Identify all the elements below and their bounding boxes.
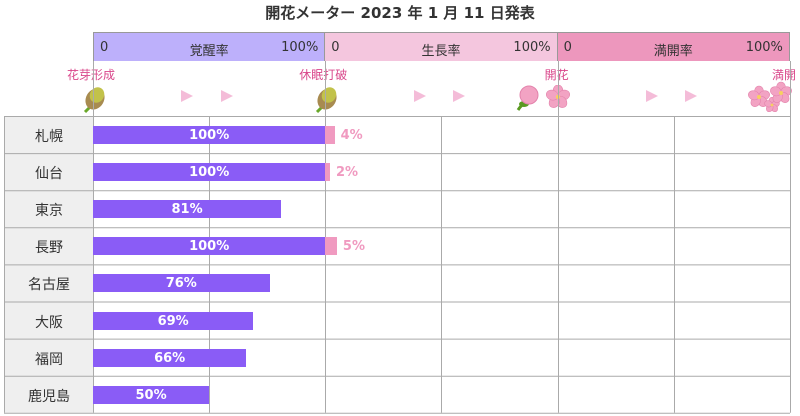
- arrow-icon: [453, 90, 466, 102]
- phase-start-label: 0: [331, 40, 340, 55]
- phase-header-2: 0 生長率 100%: [325, 32, 558, 61]
- phase-name: 生長率: [421, 44, 461, 59]
- phase-name: 覚醒率: [189, 44, 229, 59]
- wake-value-label: 100%: [189, 239, 230, 255]
- phase-end-label: 100%: [513, 40, 551, 55]
- arrow-icon: [181, 90, 194, 102]
- wake-bar: [93, 126, 326, 144]
- phase-header-3: 0 満開率 100%: [557, 32, 790, 61]
- wake-bar: [93, 237, 326, 256]
- arrow-icon: [645, 90, 658, 102]
- wake-bar: [93, 385, 210, 404]
- phase-header-1: 0 覚醒率 100%: [93, 32, 326, 61]
- growth-value-label: 2%: [335, 165, 359, 181]
- wake-value-label: 66%: [154, 350, 186, 366]
- arrow-icon: [685, 90, 698, 102]
- category-label: 福岡: [35, 351, 63, 368]
- stage-label: 休眠打破: [299, 68, 348, 82]
- stage-label: 開花: [544, 68, 569, 82]
- wake-bar: [93, 311, 254, 330]
- category-label: 名古屋: [28, 277, 70, 294]
- phase-start-label: 0: [563, 40, 572, 55]
- wake-value-label: 100%: [189, 128, 230, 143]
- growth-bar: [325, 126, 335, 144]
- wake-value-label: 100%: [189, 165, 230, 181]
- flower-bud-icon: [514, 84, 540, 112]
- growth-value-label: 5%: [342, 239, 365, 255]
- category-label: 東京: [35, 203, 63, 220]
- blossom-icon: [545, 84, 570, 109]
- arrow-icon: [220, 90, 233, 102]
- wake-bar: [93, 348, 247, 367]
- phase-end-label: 100%: [745, 40, 783, 55]
- phase-end-label: 100%: [281, 40, 319, 55]
- wake-bar: [93, 274, 270, 293]
- phase-name: 満開率: [653, 44, 693, 59]
- category-label: 大阪: [35, 314, 63, 331]
- category-label: 札幌: [35, 129, 63, 145]
- category-label: 鹿児島: [28, 388, 70, 405]
- growth-value-label: 4%: [340, 128, 363, 143]
- growth-bar: [325, 163, 330, 182]
- growth-bar: [325, 237, 337, 256]
- chart-title: 開花メーター 2023 年 1 月 11 日発表: [265, 4, 535, 22]
- wake-value-label: 81%: [171, 202, 203, 218]
- wake-value-label: 50%: [135, 387, 167, 403]
- blossoms-icon: [747, 80, 792, 113]
- wake-value-label: 69%: [157, 313, 189, 329]
- category-label: 長野: [35, 240, 63, 257]
- stage-label: 花芽形成: [67, 68, 116, 82]
- category-label: 仙台: [35, 166, 63, 183]
- arrow-icon: [413, 90, 426, 102]
- wake-value-label: 76%: [165, 276, 197, 292]
- wake-bar: [93, 163, 326, 182]
- wake-bar: [93, 200, 282, 219]
- phase-start-label: 0: [100, 40, 109, 55]
